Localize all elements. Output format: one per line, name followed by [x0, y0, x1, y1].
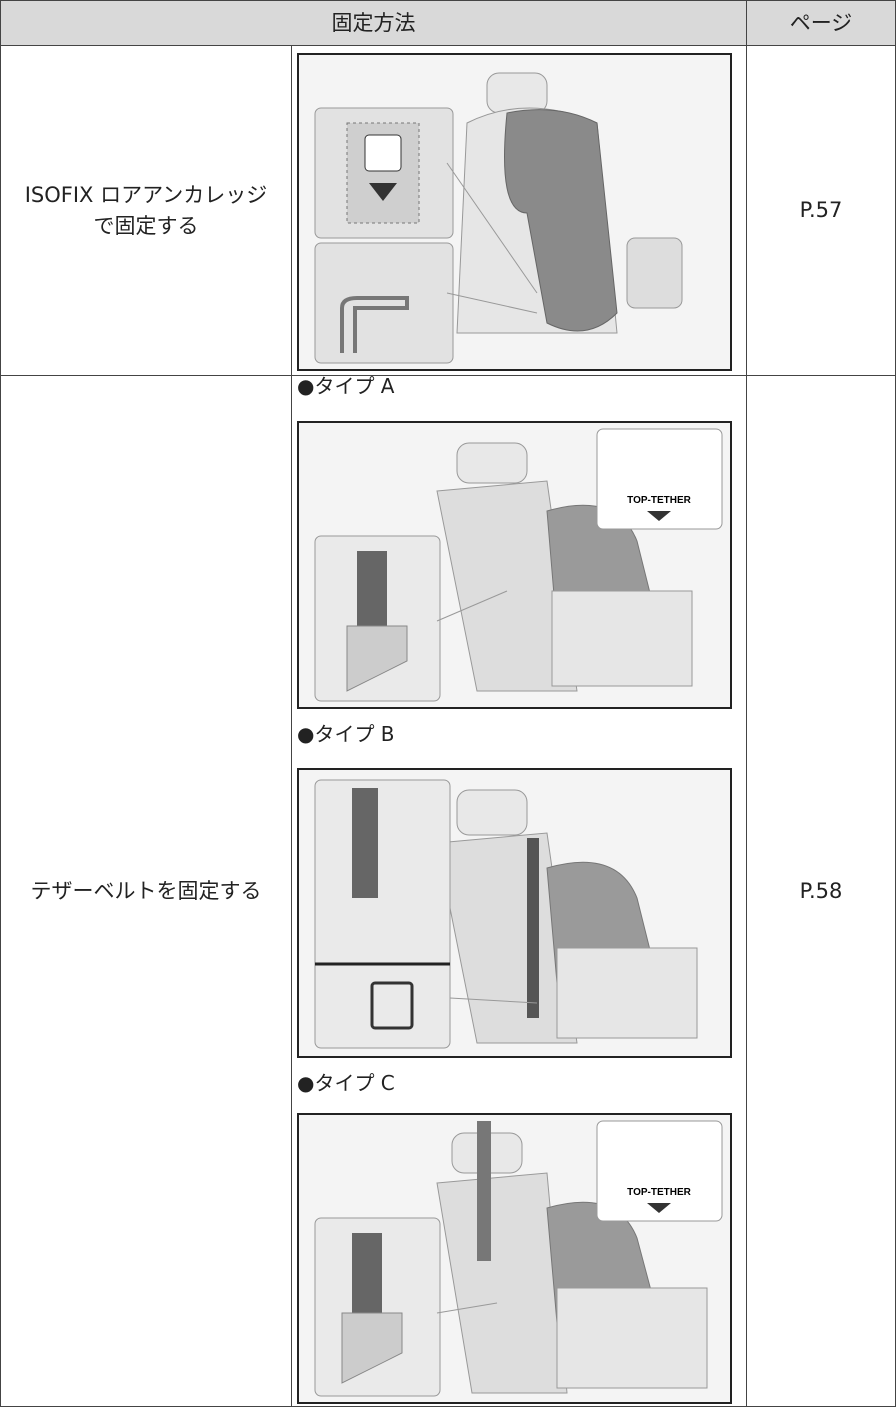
icon-text: TOP-TETHER — [627, 495, 691, 506]
method-line: で固定する — [93, 213, 199, 238]
method-line: テザーベルトを固定する — [30, 878, 262, 903]
type-label: ●タイプ A — [297, 374, 395, 398]
icon-text: TOP-TETHER — [627, 1187, 691, 1198]
header-method: 固定方法 — [1, 1, 747, 46]
page-cell: P.57 — [747, 46, 896, 376]
type-label: ●タイプ B — [297, 722, 395, 746]
isofix-illustration — [297, 53, 732, 371]
illustration-cell — [292, 46, 747, 376]
type-c-illustration: TOP-TETHER — [297, 1113, 732, 1404]
header-page: ページ — [747, 1, 896, 46]
method-line: ISOFIX ロアアンカレッジ — [24, 182, 268, 207]
method-cell: ISOFIX ロアアンカレッジ で固定する — [1, 46, 292, 376]
type-b-illustration — [297, 768, 732, 1058]
method-cell: テザーベルトを固定する — [1, 376, 292, 1407]
type-label: ●タイプ C — [297, 1071, 395, 1095]
type-a-illustration: TOP-TETHER — [297, 421, 732, 709]
page-cell: P.58 — [747, 376, 896, 1407]
